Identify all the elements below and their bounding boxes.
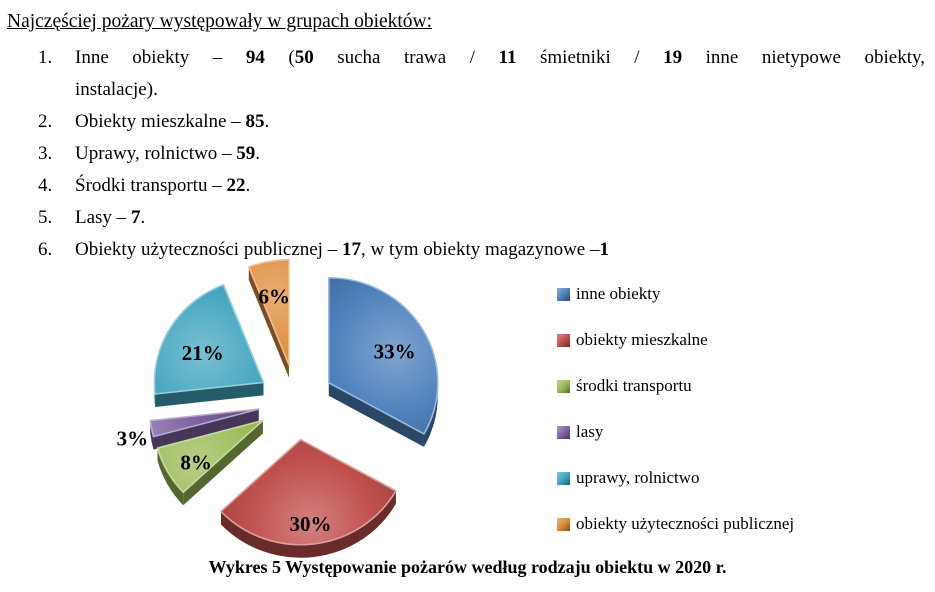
pie-percent-label: 21% (182, 341, 224, 365)
pie-slice-5 (248, 258, 290, 378)
list-item-text: Obiekty mieszkalne – 85. (75, 106, 925, 138)
list-item-text: Środki transportu – 22. (75, 170, 925, 202)
list-item-number: 6. (38, 239, 53, 260)
list-item: 3. Uprawy, rolnictwo – 59. (7, 138, 925, 170)
list-item-line: Lasy – 7. (75, 207, 146, 228)
list-item-number: 5. (38, 207, 53, 228)
list-item-number: 1. (38, 47, 53, 68)
chart-caption: Wykres 5 Występowanie pożarów według rod… (208, 557, 727, 577)
legend-label: inne obiekty (576, 284, 661, 303)
legend-swatch-icon (557, 379, 570, 393)
list-item-number: 3. (38, 143, 53, 164)
list-item-line: Środki transportu – 22. (75, 175, 251, 196)
list-item-text: Uprawy, rolnictwo – 59. (75, 138, 925, 170)
pie-slice-4 (153, 283, 265, 407)
pie-percent-label: 3% (117, 426, 149, 450)
list-item: 6. Obiekty użyteczności publicznej – 17, … (7, 234, 925, 266)
legend-label: środki transportu (576, 376, 692, 395)
pie-percent-label: 8% (180, 450, 212, 474)
legend-item-1: obiekty mieszkalne (557, 330, 794, 349)
pie-percent-label: 6% (258, 284, 290, 308)
pie-slice-0 (327, 276, 439, 447)
list-item: 1. Inne obiekty – 94 (50 sucha trawa / 11… (7, 42, 925, 106)
list-item-number: 2. (38, 111, 53, 132)
list-item-text: Lasy – 7. (75, 202, 925, 234)
chart-legend: inne obiekty obiekty mieszkalne środki tra… (557, 284, 795, 533)
legend-swatch-icon (557, 471, 570, 485)
list-item-text: Inne obiekty – 94 (50 sucha trawa / 11 ś… (75, 42, 925, 106)
legend-label: uprawy, rolnictwo (576, 468, 700, 487)
list-item-line: Obiekty mieszkalne – 85. (75, 111, 270, 132)
pie-slice-3 (149, 408, 260, 450)
list-item-line: instalacje). (75, 79, 158, 100)
list-item-line: Uprawy, rolnictwo – 59. (75, 143, 261, 164)
pie-slice-1 (220, 438, 397, 558)
document-body: Najczęściej pożary występowały w grupach… (7, 6, 925, 266)
document-heading: Najczęściej pożary występowały w grupach… (7, 11, 433, 32)
list-item-text: Obiekty użyteczności publicznej – 17, w … (75, 234, 925, 266)
list-item: 4. Środki transportu – 22. (7, 170, 925, 202)
list-item-line: Obiekty użyteczności publicznej – 17, w … (75, 239, 609, 260)
pie-percent-label: 33% (374, 340, 416, 364)
legend-swatch-icon (557, 425, 570, 439)
list-item-line: Inne obiekty – 94 (50 sucha trawa / 11 ś… (75, 47, 925, 68)
legend-item-5: obiekty użyteczności publicznej (557, 514, 795, 533)
legend-label: lasy (576, 422, 604, 441)
legend-swatch-icon (557, 517, 570, 531)
legend-swatch-icon (557, 333, 570, 347)
pie-slice-2 (156, 419, 264, 506)
legend-item-4: uprawy, rolnictwo (557, 468, 794, 487)
legend-swatch-icon (557, 287, 570, 301)
numbered-list: 1. Inne obiekty – 94 (50 sucha trawa / 11… (7, 42, 925, 266)
list-item: 5. Lasy – 7. (7, 202, 925, 234)
legend-label: obiekty mieszkalne (576, 330, 708, 349)
legend-item-0: inne obiekty (557, 284, 794, 303)
list-item: 2. Obiekty mieszkalne – 85. (7, 106, 925, 138)
legend-item-3: lasy (557, 422, 794, 441)
legend-item-2: środki transportu (557, 376, 794, 395)
pie-percent-label: 30% (290, 512, 332, 536)
legend-label: obiekty użyteczności publicznej (576, 514, 795, 533)
list-item-number: 4. (38, 175, 53, 196)
